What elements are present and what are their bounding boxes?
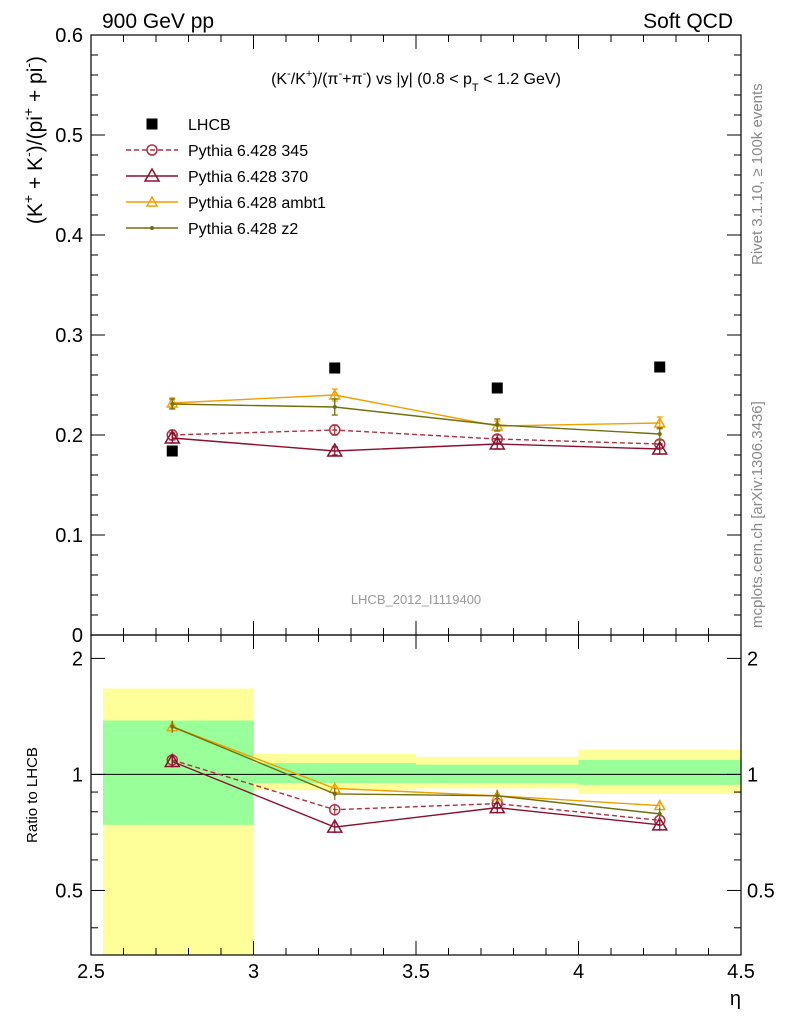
legend-label: LHCB [188,117,231,134]
ratio-band-inner [253,763,416,784]
data-point [329,362,341,374]
ratio-point [657,811,662,816]
ratio-point [326,818,344,833]
ratio-bands-layer [103,688,741,955]
ratio-series-line [171,726,660,815]
legend-label: Pythia 6.428 ambt1 [188,195,326,212]
ratio-y-tick-labels-right: 0.5 1 2 [747,648,775,902]
ratio-y-tick-label-right: 0.5 [747,880,775,902]
legend: LHCB Pythia 6.428 345 Pythia 6.428 370 Pyth… [126,117,326,238]
ratio-y-tick-label: 0.5 [55,880,83,902]
data-point [170,402,175,406]
ratio-point [170,724,175,729]
legend-marker [145,195,159,207]
ratio-point [329,803,341,816]
data-point [488,435,506,450]
legend-marker [146,144,158,156]
ratio-point [163,753,181,768]
ratio-point [495,793,500,798]
data-point [653,416,666,428]
header-right: Soft QCD [643,10,733,33]
series-line [172,403,660,435]
main-y-tick-label: 0.6 [55,25,83,47]
data-point [654,361,666,373]
x-tick-label: 3.5 [402,961,430,983]
ratio-series-line [172,726,660,807]
x-tick-label: 2.5 [77,961,105,983]
data-point [651,440,669,455]
series-line [172,394,660,427]
ratio-axis-ticks [90,635,742,955]
main-panel: 0 0.1 0.2 0.3 0.4 0.5 0.6 (K-/K+)/(π-+π-) vs |… [20,25,742,647]
ratio-y-tick-label-right: 2 [747,648,758,670]
data-point [166,445,178,457]
data-point [495,423,500,427]
x-tick-label: 4.5 [727,961,755,983]
series-line [172,437,660,452]
main-y-axis-label: (K+ + K-)/(pi+ + pi-) [20,56,47,224]
header-left: 900 GeV pp [102,10,214,33]
main-y-tick-label: 0.2 [55,425,83,447]
main-y-tick-label: 0.1 [55,525,83,547]
ratio-y-tick-label: 1 [72,764,83,786]
main-y-tick-label: 0.5 [55,125,83,147]
legend-marker [150,226,154,230]
ratio-plot-frame [90,634,742,956]
data-point [326,442,344,457]
legend-label: Pythia 6.428 345 [188,143,308,160]
data-point [163,429,181,444]
ratio-band-inner [578,759,741,785]
ratio-series-line [172,759,660,822]
series-line [172,429,660,445]
plot-title: (K-/K+)/(π-+π-) vs |y| (0.8 < pT < 1.2 G… [271,68,561,94]
data-point [657,432,662,436]
data-point [491,382,503,394]
ratio-point [332,791,337,796]
ratio-y-tick-label-right: 1 [747,764,758,786]
legend-label: Pythia 6.428 z2 [188,221,298,238]
data-point [332,405,337,409]
main-series-layer [163,361,669,457]
legend-marker [143,167,161,182]
ratio-point [488,799,506,814]
ratio-band-inner [416,764,579,784]
ratio-point [651,816,669,831]
ratio-y-axis-label: Ratio to LHCB [24,747,41,843]
legend-marker [146,118,158,130]
ratio-series-line [171,760,660,828]
x-tick-label: 3 [248,961,259,983]
x-tick-label: 4 [573,961,584,983]
ratio-band-inner [103,720,254,825]
ratio-y-tick-labels: 0.5 1 2 [55,648,83,902]
ratio-y-tick-label: 2 [72,648,83,670]
analysis-watermark: LHCB_2012_I1119400 [351,592,481,607]
legend-label: Pythia 6.428 370 [188,169,308,186]
ratio-panel: 0.5 1 2 0.5 1 2 2.5 3 3.5 4 4.5 Ratio to LHCB η [24,634,775,1010]
x-tick-labels: 2.5 3 3.5 4 4.5 [77,961,755,983]
ratio-series-layer [163,720,669,834]
main-y-tick-label: 0.3 [55,325,83,347]
data-point [329,424,341,436]
mcplots-label: mcplots.cern.ch [arXiv:1306.3436] [749,401,766,628]
rivet-label: Rivet 3.1.10, ≥ 100k events [749,83,766,265]
main-y-tick-labels: 0 0.1 0.2 0.3 0.4 0.5 0.6 [55,25,83,647]
x-axis-label: η [730,988,741,1010]
main-y-tick-label: 0.4 [55,225,83,247]
main-y-tick-label: 0 [72,625,83,647]
